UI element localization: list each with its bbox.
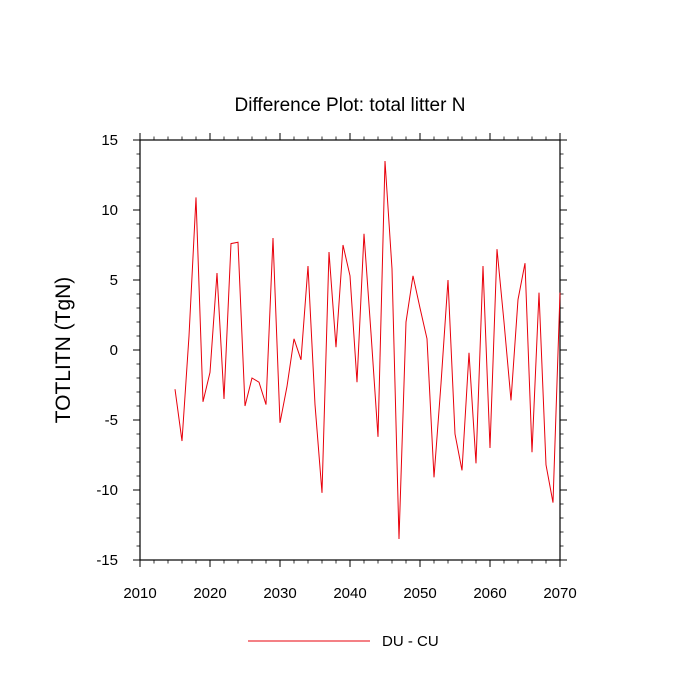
y-tick-label: -5 <box>105 412 118 429</box>
y-tick-label: 10 <box>101 202 118 219</box>
y-tick-label: -10 <box>96 482 118 499</box>
x-tick-label: 2030 <box>263 585 296 602</box>
y-tick-label: -15 <box>96 552 118 569</box>
series-line-0 <box>174 160 561 540</box>
x-tick-label: 2070 <box>543 585 576 602</box>
legend: DU - CU <box>248 633 439 650</box>
y-axis-label: TOTLITN (TgN) <box>52 277 75 424</box>
x-tick-label: 2010 <box>123 585 156 602</box>
y-tick-label: 5 <box>110 272 118 289</box>
x-tick-label: 2040 <box>333 585 366 602</box>
chart-title: Difference Plot: total litter N <box>235 95 466 116</box>
x-tick-label: 2050 <box>403 585 436 602</box>
tick-labels: 2010 2020 2030 2040 2050 2060 2070 -15 -10 -5 0 5 10… <box>96 132 576 602</box>
x-tick-label: 2060 <box>473 585 506 602</box>
axis-ticks <box>133 133 567 567</box>
legend-label: DU - CU <box>382 633 439 650</box>
plot-frame <box>139 139 561 561</box>
x-tick-label: 2020 <box>193 585 226 602</box>
y-tick-label: 15 <box>101 132 118 149</box>
series-layer <box>174 160 561 540</box>
y-tick-label: 0 <box>110 342 118 359</box>
